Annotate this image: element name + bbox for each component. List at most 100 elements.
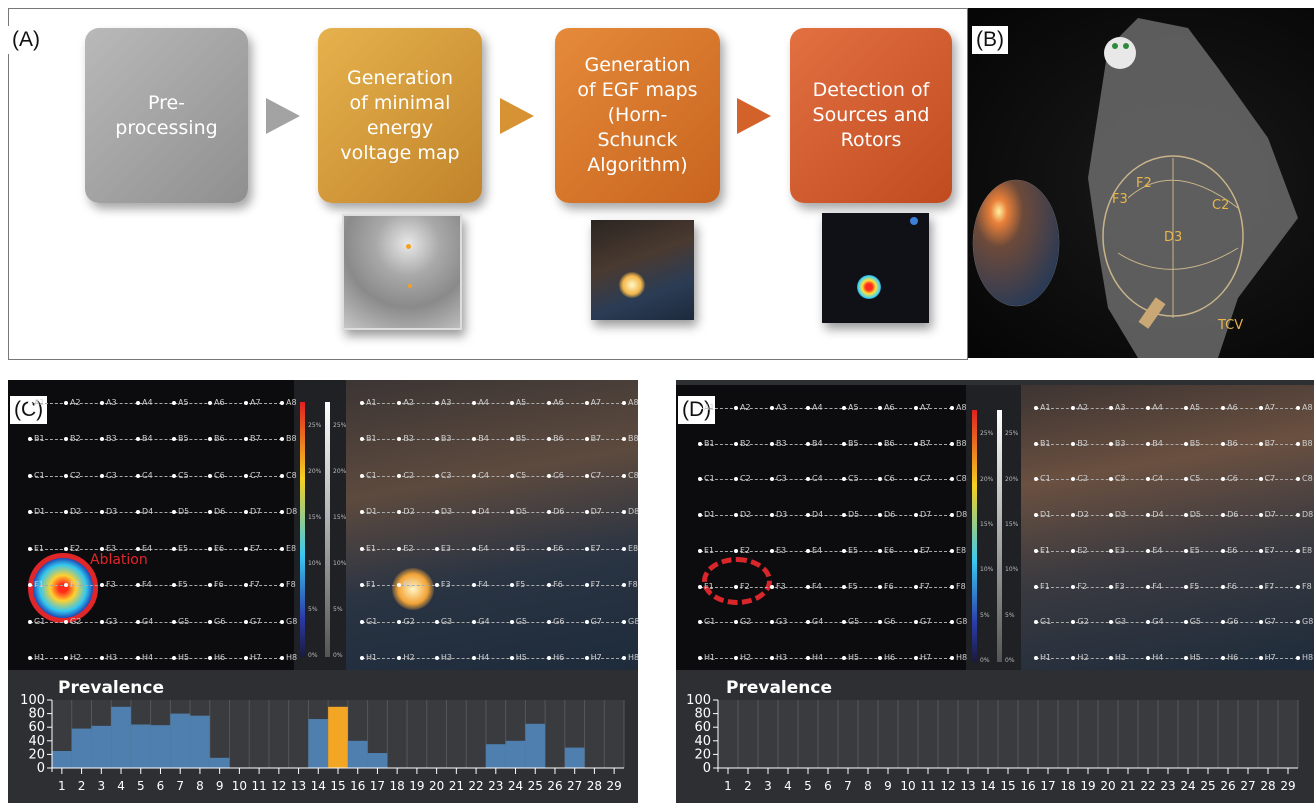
electrode-label: G7 [590,616,602,626]
x-tick-label: 9 [884,779,892,793]
electrode-label: F2 [70,580,80,590]
electrode-label: F6 [553,580,563,590]
electrode-label: B7 [250,434,261,444]
ablation-ring [28,553,98,623]
electrode-label: A6 [884,403,895,412]
electrode-dot [698,584,702,589]
electrode-dot [472,619,477,624]
catheter-label-f2: F2 [1136,176,1152,191]
x-tick-label: 19 [409,779,424,793]
electrode-label: A1 [1040,403,1051,412]
electrode-dot [208,473,212,478]
electrode-dot [878,548,882,553]
electrode-label: B1 [34,434,45,444]
electrode-label: D8 [1302,510,1314,520]
electrode-label: E2 [740,545,751,555]
electrode-label: E1 [704,545,715,555]
electrode-dot [434,401,439,405]
electrode-dot [397,473,402,478]
electrode-dot [28,546,32,551]
electrode-label: F1 [34,580,44,590]
x-tick-label: 18 [1060,779,1075,793]
electrode-dot [914,584,918,589]
electrode-label: D5 [848,510,860,520]
electrode-label: D6 [884,510,896,520]
electrode-dot [1146,513,1151,518]
x-tick-label: 24 [508,779,523,793]
electrode-dot [622,546,626,551]
electrode-dot [472,510,477,515]
electrode-dot [622,437,626,442]
electrode-dot [770,513,774,518]
electrode-dot [472,656,477,660]
electrode-dot [172,437,176,442]
electrode-dot [1034,406,1038,410]
electrode-label: C4 [812,474,823,484]
grid-row-line [700,408,952,409]
electrode-label: H6 [553,653,565,662]
electrode-label: D6 [214,507,226,517]
electrode-dot [1296,477,1300,482]
electrode-label: F8 [1302,581,1312,591]
electrode-dot [770,441,774,446]
x-tick-label: 27 [567,779,582,793]
x-tick-label: 4 [117,779,125,793]
x-tick-label: 24 [1180,779,1195,793]
electrode-label: F4 [812,581,822,591]
y-tick-label: 80 [694,707,711,722]
scale-tick-label: 10% [980,566,994,574]
y-tick-label: 20 [28,747,45,762]
x-tick-label: 16 [1020,779,1035,793]
electrode-dot [1221,477,1226,482]
electrode-dot [842,513,846,518]
electrode-label: A4 [478,398,489,407]
y-tick-label: 60 [28,720,45,735]
x-tick-label: 8 [864,779,872,793]
x-tick-label: 25 [1200,779,1215,793]
electrode-label: A7 [1264,403,1276,412]
electrode-dot [208,656,212,660]
electrode-dot [1296,656,1300,660]
electrode-dot [472,583,477,588]
electrode-dot [397,656,402,660]
electrode-label: G1 [366,616,378,626]
electrode-dot [770,584,774,589]
x-tick-label: 11 [920,779,935,793]
electrode-label: D8 [956,510,968,520]
x-tick-label: 17 [370,779,385,793]
electrode-label: C6 [884,474,895,484]
electrode-dot [734,406,738,410]
scale-tick-label: 5% [333,606,343,613]
x-tick-label: 1 [724,779,732,793]
electrode-label: G1 [704,617,716,627]
electrode-label: E2 [1077,545,1088,555]
electrode-label: A6 [1227,403,1238,412]
electrode-label: D2 [1077,510,1089,520]
electrode-dot [434,583,439,588]
scale-tick-label: 10% [333,560,347,568]
grid-row-line [30,512,282,514]
electrode-label: H2 [1077,653,1089,662]
electrode-dot [360,546,364,551]
electrode-dot [434,510,439,515]
electrode-label: D2 [403,507,415,517]
electrode-label: B4 [142,434,153,444]
electrode-dot [172,510,176,515]
arrow-icon [500,98,534,134]
electrode-label: B7 [920,438,931,448]
electrode-dot [842,477,846,482]
electrode-label: A1 [366,398,377,407]
x-tick-label: 3 [97,779,105,793]
electrode-dot [397,437,402,442]
chart-plot-area [718,700,1298,768]
electrode-label: E5 [515,543,526,553]
scale-tick-label: 0% [980,656,990,664]
electrode-dot [397,583,402,588]
x-tick-label: 4 [784,779,792,793]
electrode-label: G8 [1302,617,1314,627]
chart-bar [308,719,329,768]
electrode-label: C2 [403,470,415,480]
electrode-dot [360,437,364,442]
electrode-label: G1 [1040,617,1052,627]
electrode-label: B4 [1152,438,1163,448]
